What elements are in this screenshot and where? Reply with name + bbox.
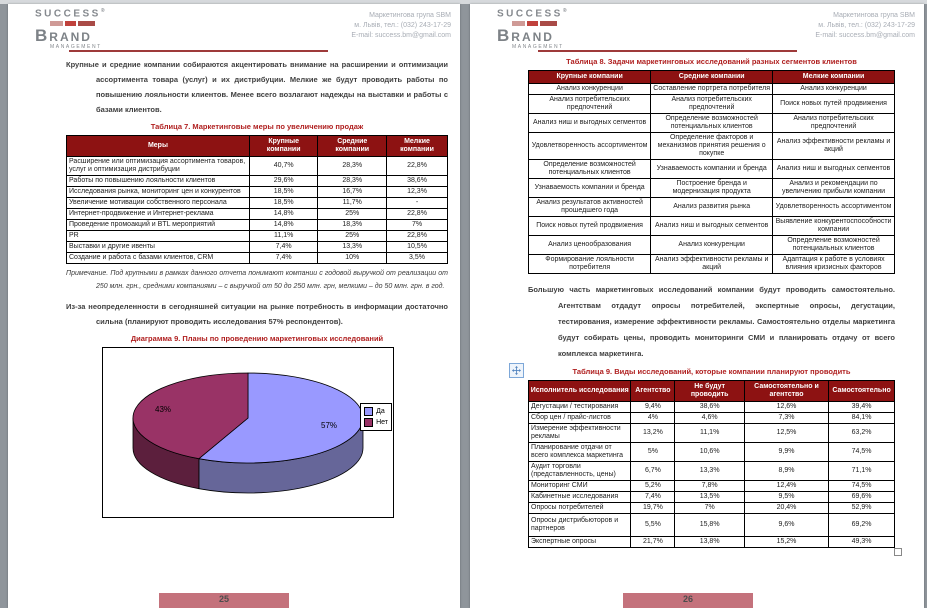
table7-title: Таблица 7. Маркетинговые меры по увеличе… [150, 122, 364, 131]
legend-swatch-no [364, 418, 374, 427]
table-row: Опросы потребителей 19,7% 7% 20,4% 52,9% [527, 502, 895, 514]
logo-management-text: MANAGEMENT [50, 44, 102, 51]
table9: Исполнитель исследования Агентство Не бу… [527, 380, 895, 548]
contact-info: Маркетингова група SBM м. Львів, тел.: (… [815, 11, 915, 41]
table-row: Удовлетворенность ассортиментом Определен… [527, 132, 895, 160]
contact-line-group: Маркетингова група SBM [833, 12, 915, 19]
logo-management-text: MANAGEMENT [512, 44, 564, 51]
table-row: Анализ потребительских предпочтений Анали… [527, 94, 895, 114]
table-row: Выставки и другие ивенты 7,4% 13,3% 10,5% [66, 241, 448, 253]
table9-header-cell: Самостоятельно и агентство [743, 380, 830, 402]
table8-header-cell: Мелкие компании [772, 70, 895, 84]
table-row: Планирование отдачи от всего комплекса м… [527, 442, 895, 462]
diagram9-title: Диаграмма 9. Планы по проведению маркети… [130, 334, 384, 343]
table-row: Проведение промоакций и BTL мероприятий 1… [66, 219, 448, 231]
table-row: Расширение или оптимизация ассортимента … [66, 156, 448, 176]
contact-line-email: E-mail: success.bm@gmail.com [815, 32, 915, 39]
logo-red-bars [50, 21, 107, 27]
window-top-strip [0, 0, 927, 4]
table9-header-cell: Не будут проводить [674, 380, 745, 402]
table7-header-row: Меры Крупные компании Средние компании М… [66, 135, 448, 157]
table8: Крупные компании Средние компании Мелкие… [527, 70, 895, 274]
legend-label-no: Нет [376, 419, 388, 426]
intro-paragraph: Крупные и средние компании собираются ак… [66, 60, 448, 114]
table-row: Создание и работа с базами клиентов, CRM… [66, 252, 448, 264]
header-divider-line [538, 50, 797, 52]
legend-swatch-yes [364, 407, 374, 416]
page-number-bar: 25 [159, 593, 289, 608]
table-row: Поиск новых путей продвижения Анализ ниш … [527, 216, 895, 236]
registered-mark-icon: ® [100, 8, 108, 14]
page-number-bar: 26 [623, 593, 753, 608]
table-row: Определение возможностей потенциальных к… [527, 159, 895, 179]
pie-chart: 43% 57% Да Нет [102, 347, 394, 518]
company-logo: SUCCESS® BRAND MANAGEMENT [497, 9, 569, 50]
table-row: Опросы дистрибьюторов и партнеров 5,5% 15,… [527, 513, 895, 537]
table-row: Мониторинг СМИ 5,2% 7,8% 12,4% 74,5% [527, 480, 895, 492]
table9-title: Таблица 9. Виды исследований, которые ко… [572, 367, 851, 376]
pie-legend: Да Нет [360, 403, 392, 431]
table7: Меры Крупные компании Средние компании М… [66, 135, 448, 264]
pie-label-no: 43% [155, 405, 171, 414]
table-row: Сбор цен / прайс-листов 4% 4,6% 7,3% 84,1% [527, 412, 895, 424]
logo-success-text: SUCCESS® [35, 8, 108, 20]
table-row: Экспертные опросы 21,7% 13,8% 15,2% 49,3% [527, 536, 895, 548]
logo-brand-text: BRAND [35, 26, 92, 46]
pie-slice-no [132, 372, 249, 460]
contact-line-group: Маркетингова група SBM [369, 12, 451, 19]
info-need-paragraph: Из-за неопределенности в сегодняшней сит… [66, 302, 448, 326]
logo-success-text: SUCCESS® [497, 8, 570, 20]
table-move-handle[interactable] [509, 363, 524, 378]
table7-header-cell: Крупные компании [248, 135, 319, 157]
pie-chart-svg: 43% 57% [132, 372, 364, 494]
table-row: Аудит торговли (представленность, цены) 6… [527, 461, 895, 481]
table8-header-cell: Средние компании [650, 70, 774, 84]
table8-title: Таблица 8. Задачи маркетинговых исследов… [566, 57, 857, 66]
research-paragraph: Большую часть маркетинговых исследований… [528, 285, 895, 358]
company-logo: SUCCESS® BRAND MANAGEMENT [35, 9, 107, 50]
table-row: PR 11,1% 25% 22,8% [66, 230, 448, 242]
legend-item-yes: Да [364, 406, 388, 417]
table-row: Анализ ниш и выгодных сегментов Определен… [527, 113, 895, 133]
logo-brand-text: BRAND [497, 26, 554, 46]
pie-label-yes: 57% [321, 421, 337, 430]
table-row: Работы по повышению лояльности клиентов 2… [66, 175, 448, 187]
logo-red-bars [512, 21, 569, 27]
table7-note: Примечание. Под крупными в рамках данног… [66, 270, 448, 290]
table-row: Дегустации / тестирования 9,4% 38,6% 12,6% 3… [527, 401, 895, 413]
header-divider-line [69, 50, 328, 52]
contact-info: Маркетингова група SBM м. Львів, тел.: (… [351, 11, 451, 41]
table7-header-cell: Мелкие компании [386, 135, 448, 157]
table8-header-cell: Крупные компании [527, 70, 652, 84]
table9-header-cell: Агентство [630, 380, 676, 402]
legend-label-yes: Да [376, 408, 385, 415]
table-row: Кабинетные исследования 7,4% 13,5% 9,5% 69,6… [527, 491, 895, 503]
table-resize-handle[interactable] [894, 548, 902, 556]
table8-header-row: Крупные компании Средние компании Мелкие… [527, 70, 895, 84]
table9-header-cell: Самостоятельно [828, 380, 895, 402]
table-row: Формирование лояльности потребителя Анали… [527, 254, 895, 274]
contact-line-phone: м. Львів, тел.: (032) 243-17-29 [354, 22, 451, 29]
table7-header-cell: Средние компании [317, 135, 388, 157]
table-row: Анализ конкуренции Составление портрета п… [527, 83, 895, 95]
table-row: Анализ результатов активностей прошедшег… [527, 197, 895, 217]
table-row: Измерение эффективности рекламы 13,2% 11,1… [527, 423, 895, 443]
contact-line-phone: м. Львів, тел.: (032) 243-17-29 [818, 22, 915, 29]
table7-header-cell: Меры [66, 135, 250, 157]
contact-line-email: E-mail: success.bm@gmail.com [351, 32, 451, 39]
table-row: Анализ ценообразования Анализ конкуренции… [527, 235, 895, 255]
table-row: Узнаваемость компании и бренда Построение… [527, 178, 895, 198]
document-page-25: SUCCESS® BRAND MANAGEMENT Маркетингова г… [8, 4, 460, 608]
table-row: Интернет-продвижение и Интернет-реклама 1… [66, 208, 448, 220]
move-arrows-icon [512, 366, 521, 375]
legend-item-no: Нет [364, 417, 388, 428]
table-row: Увеличение мотивации собственного персон… [66, 197, 448, 209]
table-row: Исследования рынка, мониторинг цен и кон… [66, 186, 448, 198]
document-page-26: SUCCESS® BRAND MANAGEMENT Маркетингова г… [470, 4, 924, 608]
registered-mark-icon: ® [562, 8, 570, 14]
table9-header-cell: Исполнитель исследования [527, 380, 632, 402]
table9-header-row: Исполнитель исследования Агентство Не бу… [527, 380, 895, 402]
